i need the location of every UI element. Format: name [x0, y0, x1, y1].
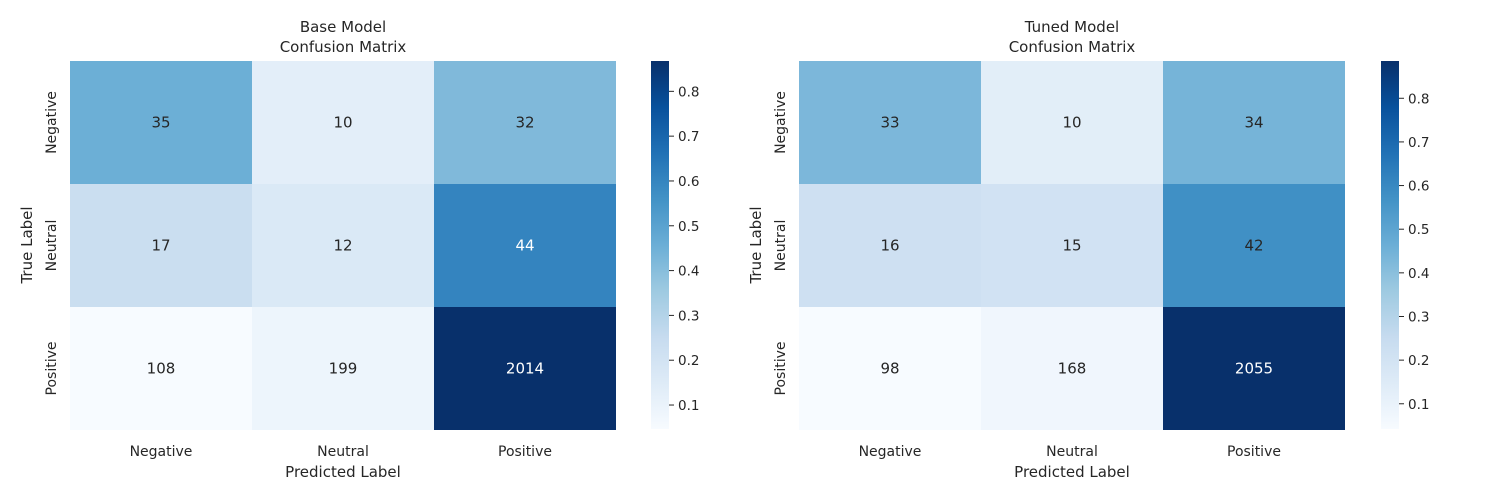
y-tick-label: Neutral	[44, 220, 60, 272]
cell-value-label: 10	[1062, 114, 1081, 132]
colorbar-tick-label: 0.1	[1408, 397, 1429, 413]
x-tick-label: Positive	[498, 444, 552, 460]
cell-value-label: 17	[151, 237, 170, 255]
base-x-axis-label: Predicted Label	[285, 463, 401, 481]
base-title-line1: Base Model	[300, 18, 386, 36]
heatmap-cell	[799, 184, 981, 307]
heatmap-cell	[252, 307, 434, 430]
base-y-tick-labels: Negative Neutral Positive	[44, 91, 60, 395]
cell-value-label: 10	[333, 114, 352, 132]
tuned-y-axis-label: True Label	[747, 206, 765, 284]
colorbar-tick-label: 0.6	[678, 174, 699, 190]
base-title-line2: Confusion Matrix	[280, 38, 407, 56]
colorbar-tick-label: 0.8	[1408, 91, 1429, 107]
colorbar-tick-label: 0.1	[678, 398, 699, 414]
cell-value-label: 12	[333, 237, 352, 255]
heatmap-cell	[252, 184, 434, 307]
heatmap-cell	[434, 61, 616, 184]
colorbar-tick-label: 0.8	[678, 84, 699, 100]
cell-value-label: 34	[1244, 114, 1263, 132]
tuned-colorbar	[1381, 61, 1399, 429]
heatmap-cell	[70, 61, 252, 184]
x-tick-label: Negative	[859, 444, 922, 460]
heatmap-cell	[434, 307, 616, 430]
colorbar-tick-label: 0.2	[678, 353, 699, 369]
x-tick-label: Positive	[1227, 444, 1281, 460]
colorbar-tick-label: 0.3	[1408, 309, 1429, 325]
heatmap-cell	[799, 61, 981, 184]
cell-value-label: 168	[1058, 360, 1087, 378]
cell-value-label: 98	[880, 360, 899, 378]
tuned-x-tick-labels: Negative Neutral Positive	[859, 444, 1281, 460]
y-tick-label: Positive	[44, 342, 60, 396]
base-colorbar	[651, 61, 669, 429]
heatmap-cell	[70, 184, 252, 307]
colorbar-tick-label: 0.7	[1408, 135, 1429, 151]
colorbar-tick-label: 0.3	[678, 308, 699, 324]
cell-value-label: 2014	[506, 360, 544, 378]
base-heatmap-cells: 35 10 32 17 12 44 108 199 2014	[70, 61, 616, 430]
x-tick-label: Neutral	[1046, 444, 1098, 460]
colorbar-tick-label: 0.4	[678, 264, 699, 280]
heatmap-cell	[799, 307, 981, 430]
base-x-tick-labels: Negative Neutral Positive	[130, 444, 552, 460]
heatmap-cell	[981, 184, 1163, 307]
cell-value-label: 16	[880, 237, 899, 255]
heatmap-cell	[981, 307, 1163, 430]
heatmap-cell	[1163, 307, 1345, 430]
y-tick-label: Neutral	[773, 220, 789, 272]
tuned-title-line1: Tuned Model	[1024, 18, 1119, 36]
tuned-title-line2: Confusion Matrix	[1009, 38, 1136, 56]
colorbar-tick-label: 0.7	[678, 129, 699, 145]
heatmap-cell	[252, 61, 434, 184]
tuned-colorbar-ticks: 0.1 0.2 0.3 0.4 0.5 0.6 0.7 0.8	[1399, 91, 1429, 413]
y-tick-label: Negative	[44, 91, 60, 154]
tuned-heatmap-cells: 33 10 34 16 15 42 98 168 2055	[799, 61, 1345, 430]
heatmap-cell	[1163, 61, 1345, 184]
cell-value-label: 32	[515, 114, 534, 132]
cell-value-label: 2055	[1235, 360, 1273, 378]
base-model-panel: Base Model Confusion Matrix 35 10 32 17 12 44…	[18, 18, 699, 481]
tuned-x-axis-label: Predicted Label	[1014, 463, 1130, 481]
cell-value-label: 33	[880, 114, 899, 132]
heatmap-cell	[70, 307, 252, 430]
heatmap-cell	[981, 61, 1163, 184]
cell-value-label: 42	[1244, 237, 1263, 255]
base-colorbar-ticks: 0.1 0.2 0.3 0.4 0.5 0.6 0.7 0.8	[669, 84, 699, 414]
x-tick-label: Negative	[130, 444, 193, 460]
colorbar-tick-label: 0.6	[1408, 179, 1429, 195]
heatmap-cell	[1163, 184, 1345, 307]
heatmap-cell	[434, 184, 616, 307]
base-y-axis-label: True Label	[18, 206, 36, 284]
colorbar-tick-label: 0.2	[1408, 353, 1429, 369]
colorbar-tick-label: 0.5	[678, 219, 699, 235]
y-tick-label: Negative	[773, 91, 789, 154]
cell-value-label: 44	[515, 237, 534, 255]
colorbar-tick-label: 0.5	[1408, 222, 1429, 238]
cell-value-label: 35	[151, 114, 170, 132]
colorbar-tick-label: 0.4	[1408, 266, 1429, 282]
cell-value-label: 15	[1062, 237, 1081, 255]
tuned-y-tick-labels: Negative Neutral Positive	[773, 91, 789, 395]
y-tick-label: Positive	[773, 342, 789, 396]
x-tick-label: Neutral	[317, 444, 369, 460]
tuned-model-panel: Tuned Model Confusion Matrix 33 10 34 16 15 4…	[747, 18, 1429, 481]
cell-value-label: 199	[329, 360, 358, 378]
cell-value-label: 108	[147, 360, 176, 378]
